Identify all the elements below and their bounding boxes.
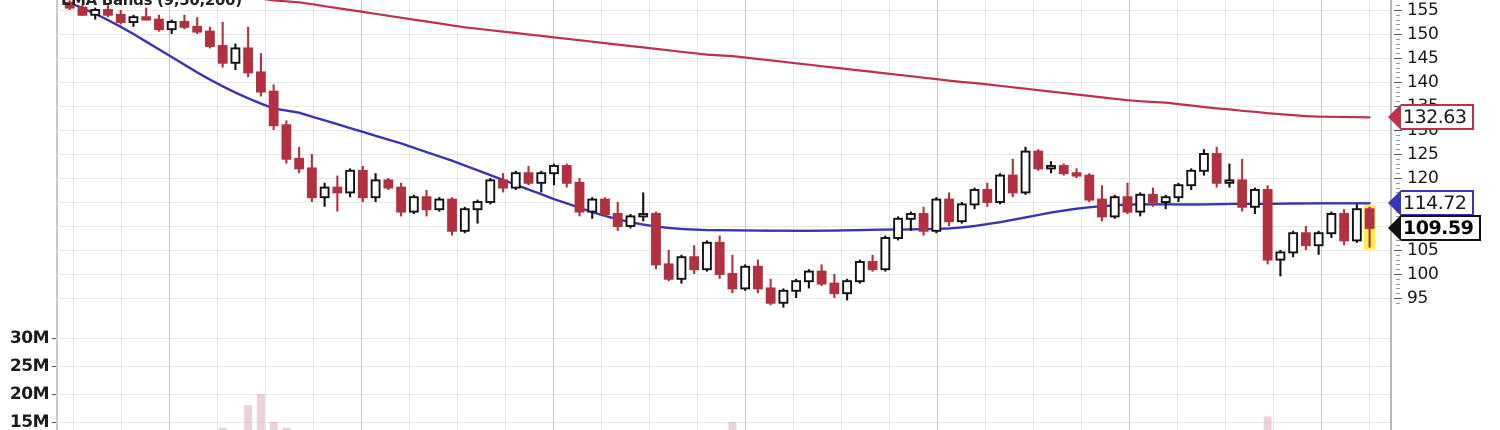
price-minor-tick xyxy=(1396,269,1400,271)
ma-200-callout[interactable]: 132.63 xyxy=(1388,104,1475,131)
price-minor-tick xyxy=(1396,254,1400,256)
volume-axis: 30M 25M 20M 15M xyxy=(0,0,57,430)
price-minor-tick xyxy=(1396,86,1400,88)
grid-lines xyxy=(57,0,1390,430)
price-tick-label: 105 xyxy=(1407,240,1439,260)
price-minor-tick xyxy=(1396,101,1400,103)
price-minor-tick xyxy=(1396,72,1400,74)
volume-tick-label: 25M xyxy=(9,356,50,376)
price-tick-mark xyxy=(1394,154,1402,155)
price-minor-tick xyxy=(1396,96,1400,98)
volume-tick-mark xyxy=(52,394,57,395)
price-tick-mark xyxy=(1394,130,1402,131)
price-minor-tick xyxy=(1396,288,1400,290)
volume-tick-label: 20M xyxy=(9,384,50,404)
price-tick-mark xyxy=(1394,58,1402,59)
flag-arrow-icon xyxy=(1388,104,1401,131)
plot-area[interactable] xyxy=(57,0,1390,430)
price-minor-tick xyxy=(1396,245,1400,247)
price-tick-mark xyxy=(1394,10,1402,11)
volume-tick-label: 15M xyxy=(9,412,50,430)
price-minor-tick xyxy=(1396,144,1400,146)
price-minor-tick xyxy=(1396,139,1400,141)
price-minor-tick xyxy=(1396,43,1400,45)
price-minor-tick xyxy=(1396,187,1400,189)
price-minor-tick xyxy=(1396,53,1400,55)
price-tick-label: 100 xyxy=(1407,264,1439,284)
price-minor-tick xyxy=(1396,283,1400,285)
price-minor-tick xyxy=(1396,91,1400,93)
plot-svg xyxy=(57,0,1390,430)
price-minor-tick xyxy=(1396,173,1400,175)
candlesticks xyxy=(64,0,1375,308)
flag-value: 132.63 xyxy=(1401,104,1475,131)
last-price-callout[interactable]: 109.59 xyxy=(1388,214,1482,241)
volume-tick-mark xyxy=(52,366,57,367)
price-minor-tick xyxy=(1396,134,1400,136)
price-tick-mark xyxy=(1394,298,1402,299)
price-tick-mark xyxy=(1394,274,1402,275)
volume-tick-mark xyxy=(52,422,57,423)
price-minor-tick xyxy=(1396,293,1400,295)
price-minor-tick xyxy=(1396,278,1400,280)
flag-arrow-icon xyxy=(1388,190,1401,217)
price-minor-tick xyxy=(1396,29,1400,31)
price-minor-tick xyxy=(1396,5,1400,7)
price-tick-label: 120 xyxy=(1407,168,1439,188)
ma-line-ma-200 xyxy=(263,0,1371,119)
price-minor-tick xyxy=(1396,302,1400,304)
price-tick-mark xyxy=(1394,82,1402,83)
flag-arrow-icon xyxy=(1388,214,1401,241)
price-minor-tick xyxy=(1396,259,1400,261)
price-minor-tick xyxy=(1396,149,1400,151)
price-tick-label: 125 xyxy=(1407,144,1439,164)
flag-value: 109.59 xyxy=(1401,214,1482,241)
price-tick-label: 95 xyxy=(1407,288,1429,308)
volume-tick-mark xyxy=(52,338,57,339)
price-tick-mark xyxy=(1394,178,1402,179)
volume-tick-label: 30M xyxy=(9,328,50,348)
price-tick-label: 145 xyxy=(1407,48,1439,68)
price-minor-tick xyxy=(1396,158,1400,160)
ma-50-callout[interactable]: 114.72 xyxy=(1388,190,1475,217)
flag-value: 114.72 xyxy=(1401,190,1475,217)
price-minor-tick xyxy=(1396,48,1400,50)
price-minor-tick xyxy=(1396,264,1400,266)
price-minor-tick xyxy=(1396,182,1400,184)
plot-left-spine xyxy=(56,0,58,430)
price-minor-tick xyxy=(1396,77,1400,79)
price-tick-mark xyxy=(1394,34,1402,35)
price-minor-tick xyxy=(1396,38,1400,40)
price-minor-tick xyxy=(1396,67,1400,69)
volume-bars xyxy=(218,394,1272,430)
price-minor-tick xyxy=(1396,163,1400,165)
price-minor-tick xyxy=(1396,24,1400,26)
price-minor-tick xyxy=(1396,62,1400,64)
price-minor-tick xyxy=(1396,168,1400,170)
price-tick-label: 155 xyxy=(1407,0,1439,20)
price-minor-tick xyxy=(1396,14,1400,16)
price-minor-tick xyxy=(1396,19,1400,21)
price-tick-label: 140 xyxy=(1407,72,1439,92)
chart-legend-title: EMA Bands (9,50,200) xyxy=(61,0,242,9)
price-tick-label: 150 xyxy=(1407,24,1439,44)
price-tick-mark xyxy=(1394,250,1402,251)
